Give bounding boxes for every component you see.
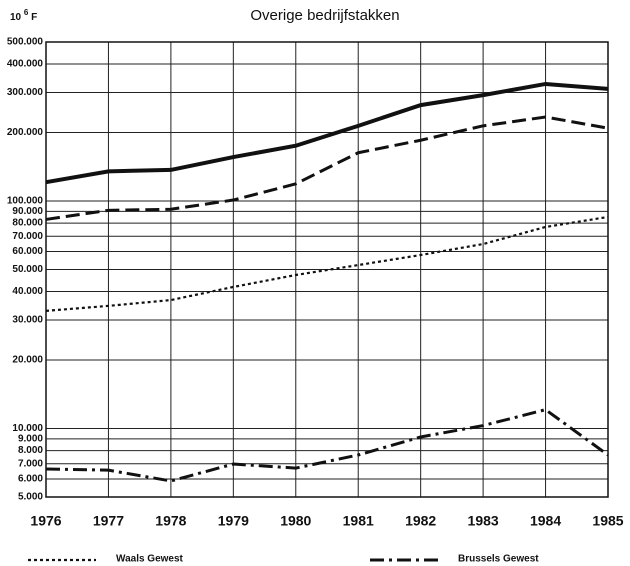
y-tick-label: 9.000	[18, 434, 43, 445]
y-tick-label: 6.000	[18, 474, 43, 485]
x-tick-label: 1981	[343, 513, 374, 529]
x-tick-label: 1984	[530, 513, 561, 529]
y-tick-label: 20.000	[12, 355, 43, 366]
x-tick-label: 1977	[93, 513, 124, 529]
y-tick-label: 400.000	[7, 59, 44, 70]
x-tick-label: 1978	[155, 513, 186, 529]
x-tick-label: 1983	[468, 513, 499, 529]
x-tick-label: 1976	[30, 513, 61, 529]
series-line	[45, 215, 609, 312]
series-line	[45, 115, 609, 221]
y-tick-label: 70.000	[12, 231, 43, 242]
y-tick-label: 200.000	[7, 127, 44, 138]
legend-label: Waals Gewest	[116, 554, 184, 565]
y-tick-label: 7.000	[18, 458, 43, 469]
y-unit: 10 6 F	[10, 8, 37, 23]
y-tick-label: 10.000	[12, 423, 43, 434]
chart-title: Overige bedrijfstakken	[250, 7, 399, 24]
legend-label: Brussels Gewest	[458, 554, 539, 565]
y-tick-label: 100.000	[7, 196, 44, 207]
y-tick-label: 500.000	[7, 37, 44, 48]
x-tick-label: 1982	[405, 513, 436, 529]
y-tick-label: 50.000	[12, 264, 43, 275]
y-unit-exponent: 6	[24, 8, 29, 17]
y-tick-label: 40.000	[12, 286, 43, 297]
series-line	[45, 81, 609, 185]
y-tick-label: 30.000	[12, 315, 43, 326]
y-unit-base: 10	[10, 12, 22, 23]
plot-frame	[45, 41, 609, 498]
y-tick-label: 300.000	[7, 87, 44, 98]
series-line	[45, 408, 609, 483]
y-tick-label: 80.000	[12, 218, 43, 229]
x-tick-label: 1985	[592, 513, 623, 529]
y-tick-label: 5.000	[18, 492, 43, 503]
y-tick-label: 60.000	[12, 246, 43, 257]
x-tick-label: 1980	[280, 513, 311, 529]
y-tick-label: 90.000	[12, 206, 43, 217]
y-tick-label: 8.000	[18, 445, 43, 456]
x-tick-label: 1979	[218, 513, 249, 529]
y-unit-label: F	[31, 12, 37, 23]
